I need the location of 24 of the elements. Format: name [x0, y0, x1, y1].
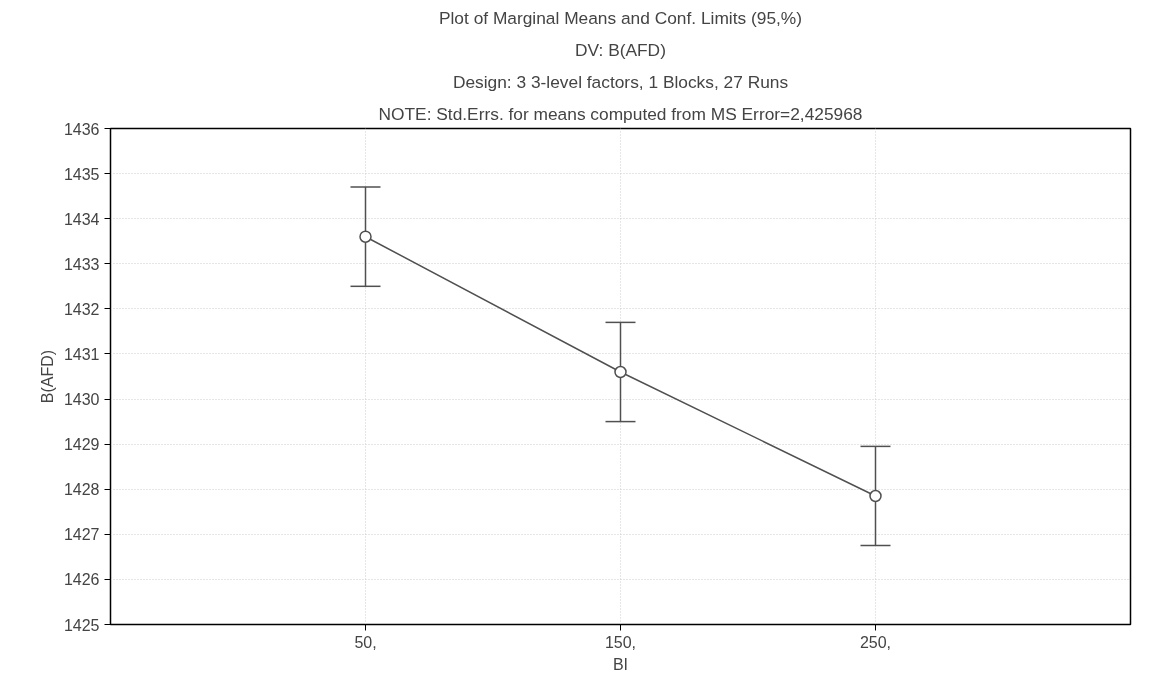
text: NOTE: Std.Errs. for means computed from MS Error=2,425968	[378, 103, 863, 124]
x-tick-label: 150,	[604, 633, 637, 651]
point	[869, 489, 882, 503]
y-tick-label: 1433	[63, 255, 100, 273]
y-tick-label: 1428	[63, 481, 100, 499]
y-tick-label: 1429	[63, 436, 100, 454]
y-tick-label: 1426	[63, 571, 100, 589]
y-tick-label: 1431	[63, 345, 100, 363]
y-tick-label: 1427	[63, 526, 100, 544]
y-tick-label: 1434	[63, 210, 100, 228]
y-axis-title: B(AFD)	[38, 349, 56, 404]
y-tick-label: 1430	[63, 391, 100, 409]
y-tick-label: 1435	[63, 165, 100, 183]
chart-title: Plot of Marginal Means and Conf. Limits (95,%)	[438, 7, 803, 28]
x-tick-label: 250,	[859, 633, 892, 651]
x-tick-label: 50,	[354, 633, 377, 651]
point	[359, 230, 372, 243]
y-tick-label: 1436	[63, 120, 100, 138]
point	[614, 365, 627, 379]
y-tick-label: 1432	[63, 300, 100, 318]
text: Design: 3 3-level factors, 1 Blocks, 27 Runs	[452, 71, 789, 92]
y-tick-label: 1425	[63, 616, 100, 634]
x-axis-title: BI	[612, 655, 629, 673]
text: DV: B(AFD)	[575, 39, 666, 60]
